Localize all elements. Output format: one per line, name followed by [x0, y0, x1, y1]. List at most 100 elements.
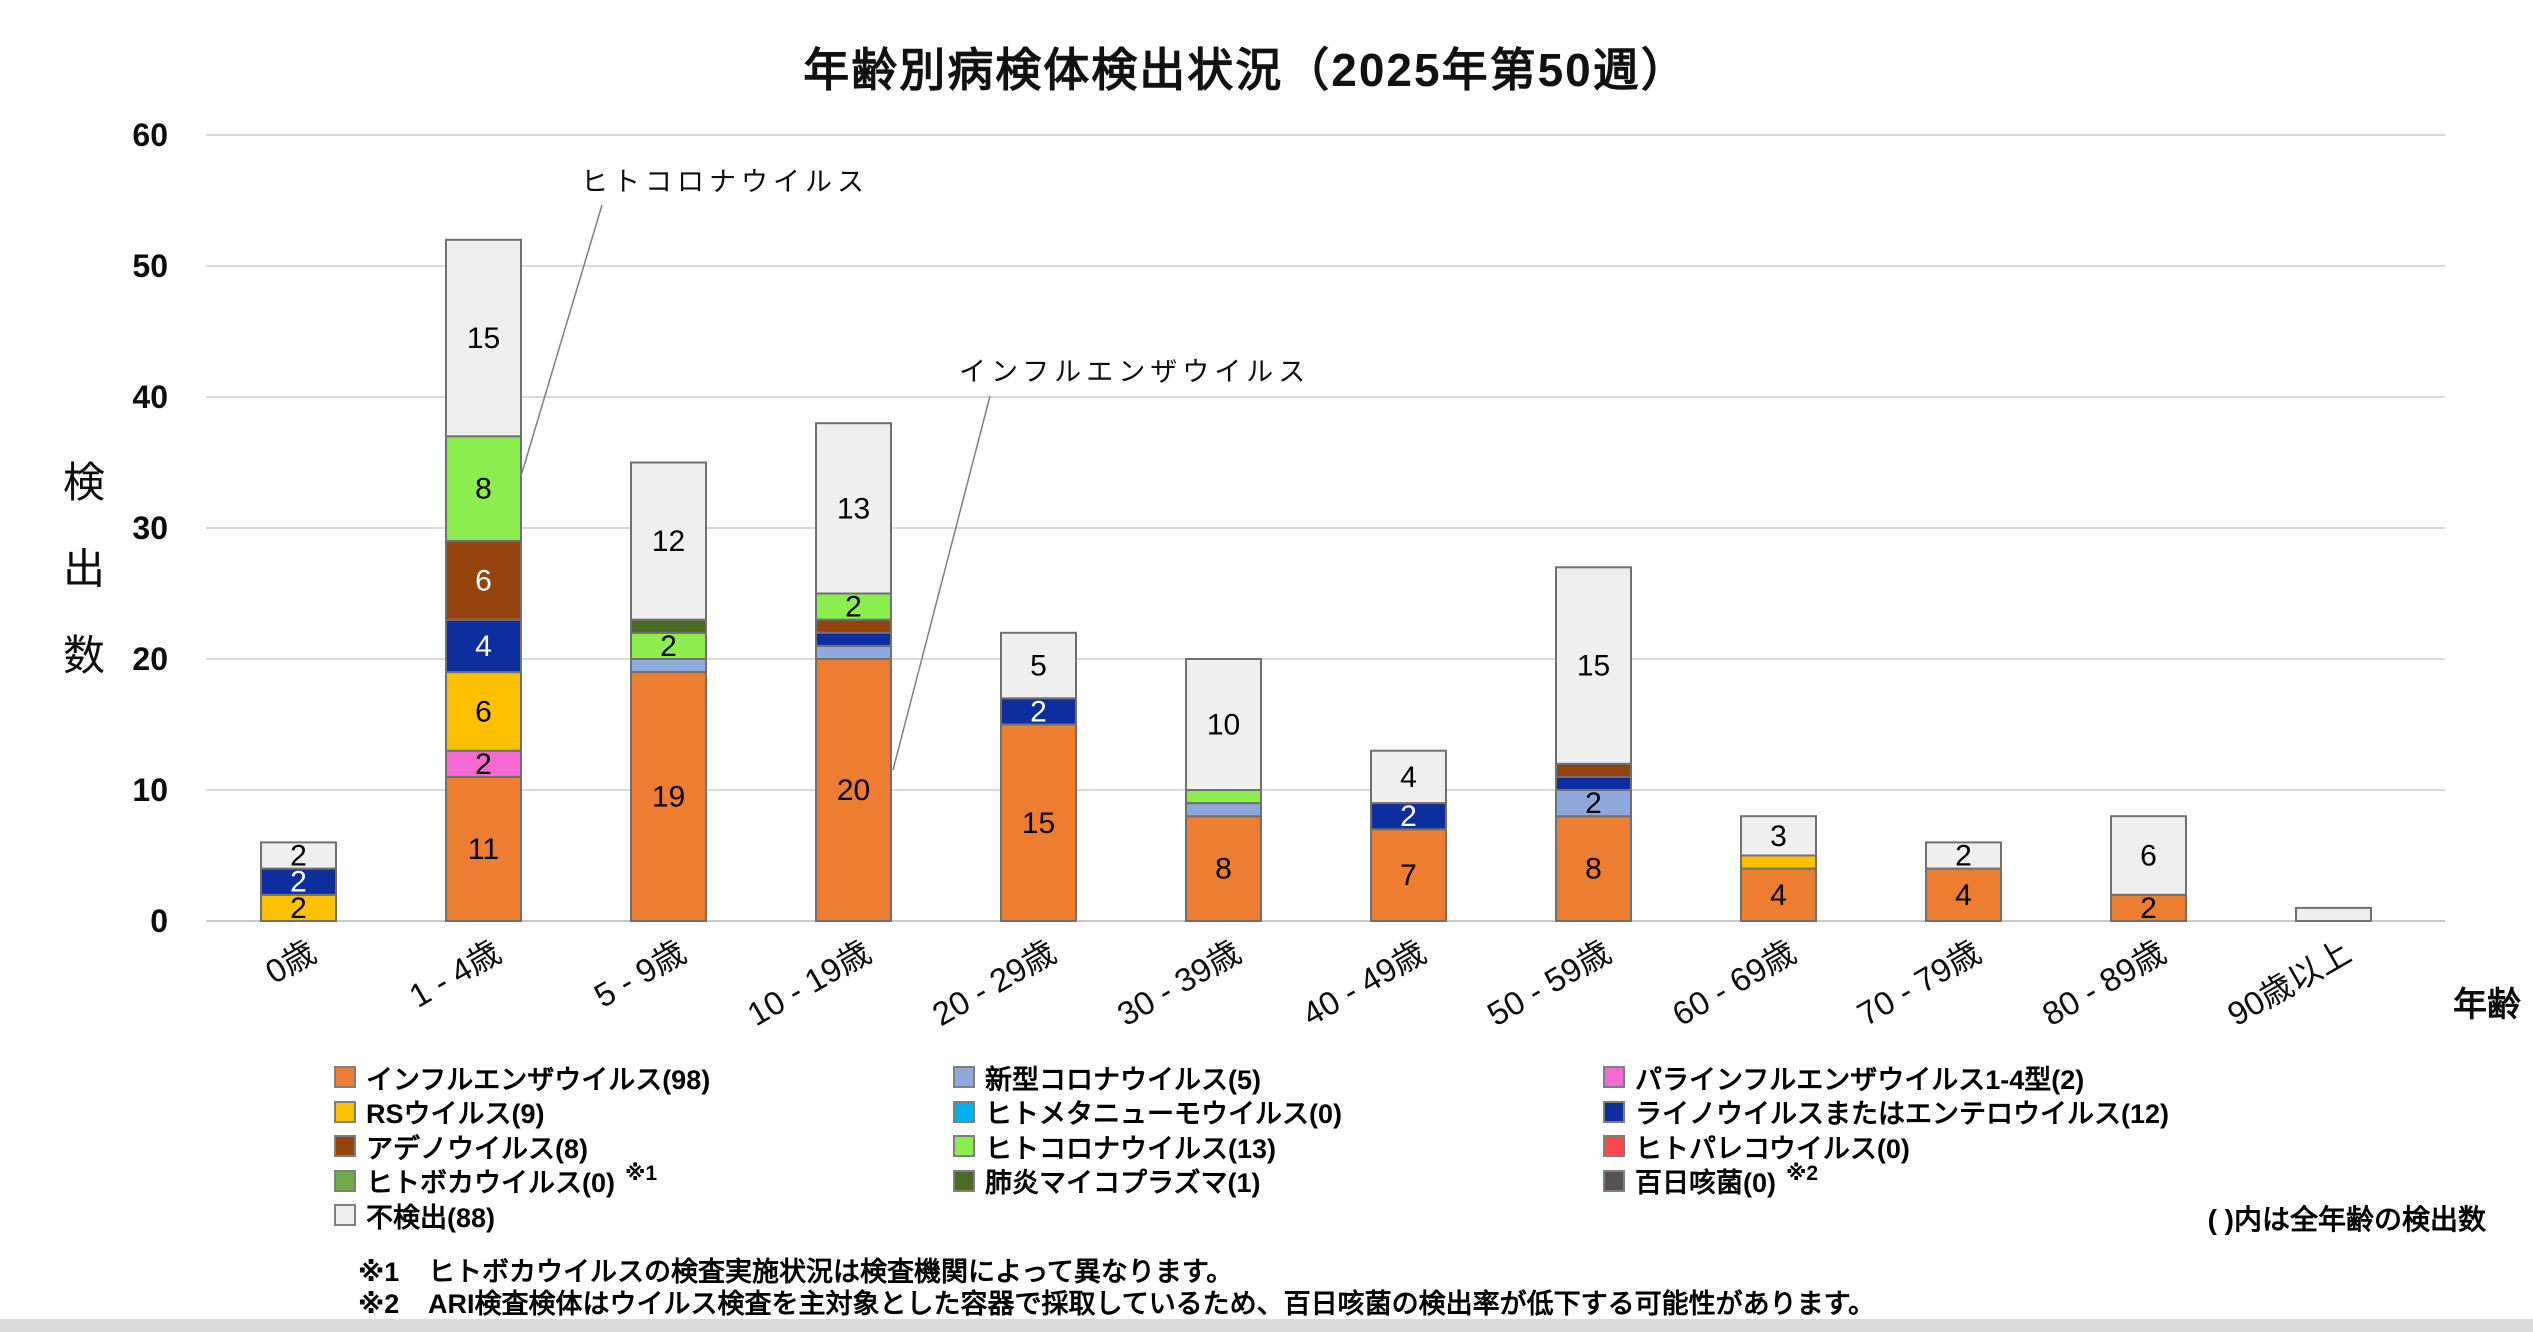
legend-item: 百日咳菌(0) ※2 [1603, 1162, 2169, 1198]
bar-segment-label: 2 [290, 866, 307, 899]
annotation-line [520, 204, 603, 477]
bar-segment-label: 15 [467, 322, 500, 355]
annotation-label: ヒトコロナウイルス [581, 167, 869, 197]
bar-segment-label: 2 [475, 748, 492, 781]
legend-item: 不検出(88) [334, 1198, 710, 1233]
y-axis-tick-label: 0 [150, 903, 168, 939]
y-axis-tick-label: 50 [132, 248, 168, 284]
bar-segment [1555, 775, 1632, 792]
bar-segment [1000, 631, 1077, 700]
legend-item: ヒトパレコウイルス(0) [1603, 1129, 2169, 1164]
bar-segment-label: 12 [652, 525, 685, 558]
bar-segment-label: 2 [290, 840, 307, 873]
bar-segment-label: 13 [837, 492, 870, 525]
legend-swatch [953, 1169, 975, 1192]
bar-segment-label: 2 [1030, 695, 1047, 728]
legend-swatch [334, 1100, 356, 1123]
bar-segment-label: 8 [1585, 853, 1602, 886]
bar-segment [260, 867, 337, 896]
footnote-2: ※2 ARI検査検体はウイルス検査を主対象とした容器で採取しているため、百日咳菌… [358, 1288, 1875, 1320]
legend-swatch [334, 1135, 356, 1158]
x-axis-category-label: 20 - 29歳 [926, 933, 1062, 1033]
legend-label: パラインフルエンザウイルス1-4型(2) [1635, 1064, 2085, 1095]
legend-swatch [334, 1204, 356, 1227]
bar-segment-label: 2 [290, 892, 307, 925]
bar-segment [1000, 723, 1077, 922]
x-axis-category-label: 5 - 9歳 [588, 933, 692, 1015]
bar-segment [630, 631, 707, 660]
footnote-2-text: ARI検査検体はウイルス検査を主対象とした容器で採取しているため、百日咳菌の検出… [428, 1289, 1875, 1319]
bar-segment-label: 15 [1577, 650, 1610, 683]
x-axis-category-label: 0歳 [259, 933, 322, 991]
x-axis-category-label: 90歳以上 [2221, 933, 2357, 1033]
y-axis-title-char: 数 [63, 632, 105, 679]
legend-label: 新型コロナウイルス(5) [985, 1064, 1261, 1095]
legend-swatch [1603, 1066, 1625, 1089]
legend-item: 新型コロナウイルス(5) [953, 1060, 1342, 1095]
footnote-1-marker: ※1 [358, 1257, 400, 1287]
legend-item: アデノウイルス(8) [334, 1129, 710, 1164]
x-axis-category-label: 60 - 69歳 [1666, 933, 1802, 1033]
legend-label: RSウイルス(9) [366, 1099, 545, 1130]
bar-segment-label: 19 [652, 781, 685, 814]
y-axis-tick-label: 60 [132, 117, 168, 153]
bar-segment-label: 2 [660, 630, 677, 663]
y-axis-tick-label: 20 [132, 641, 168, 677]
bar-segment-label: 2 [1400, 800, 1417, 833]
x-axis-category-label: 70 - 79歳 [1851, 933, 1987, 1033]
bar-segment [1555, 762, 1632, 778]
bar-segment-label: 4 [1400, 761, 1417, 794]
x-axis-category-label: 1 - 4歳 [403, 933, 507, 1015]
bar-segment [2295, 906, 2372, 923]
legend-swatch [1603, 1100, 1625, 1123]
bar-segment [2110, 815, 2187, 896]
bar-segment [445, 435, 522, 543]
bar-segment [630, 618, 707, 634]
bar-segment-label: 4 [1770, 879, 1787, 912]
legend-item: パラインフルエンザウイルス1-4型(2) [1603, 1060, 2169, 1095]
bar-segment-label: 6 [475, 564, 492, 597]
annotation-line [892, 395, 991, 771]
bar-segment-label: 2 [2140, 892, 2157, 925]
legend-swatch [953, 1135, 975, 1158]
legend-label: ヒトボカウイルス(0) [366, 1168, 615, 1199]
legend-label: ライノウイルスまたはエンテロウイルス(12) [1635, 1099, 2170, 1130]
legend-label: 不検出(88) [366, 1202, 496, 1233]
x-axis-category-label: 80 - 89歳 [2036, 933, 2172, 1033]
bar-segment [1000, 697, 1077, 726]
bar-segment [1185, 802, 1262, 818]
bar-segment-label: 10 [1207, 709, 1240, 742]
y-axis-title-char: 検 [63, 459, 105, 506]
y-axis-tick-label: 40 [132, 379, 168, 415]
annotation-label: インフルエンザウイルス [959, 357, 1310, 387]
bar-segment-label: 7 [1400, 859, 1417, 892]
bar-segment [1740, 815, 1817, 857]
bar-segment [1740, 867, 1817, 922]
bar-segment [1555, 815, 1632, 923]
x-axis-category-label: 40 - 49歳 [1296, 933, 1432, 1033]
bar-segment [1185, 815, 1262, 923]
legend-item: インフルエンザウイルス(98) [334, 1060, 710, 1095]
legend-column-1: インフルエンザウイルス(98) RSウイルス(9) アデノウイルス(8) ヒトボカウイ… [334, 1060, 710, 1233]
legend-swatch [953, 1066, 975, 1089]
legend-label: ヒトメタニューモウイルス(0) [985, 1099, 1342, 1130]
bar-segment [1740, 854, 1817, 870]
bar-segment-label: 2 [845, 591, 862, 624]
bar-segment-label: 8 [1215, 853, 1232, 886]
bar-segment-label: 2 [1955, 840, 1972, 873]
bar-segment [260, 841, 337, 870]
footnote-1-text: ヒトボカウイルスの検査実施状況は検査機関によって異なります。 [428, 1257, 1234, 1287]
bar-segment [815, 644, 892, 661]
x-axis-category-label: 30 - 39歳 [1111, 933, 1247, 1033]
bar-segment-label: 2 [1585, 787, 1602, 820]
bar-segment [1370, 749, 1447, 805]
bar-segment [1925, 867, 2002, 922]
bar-segment-label: 20 [837, 774, 870, 807]
legend-column-2: 新型コロナウイルス(5) ヒトメタニューモウイルス(0) ヒトコロナウイルス(13)… [953, 1060, 1342, 1198]
chart-title: 年齢別病検体検出状況（2025年第50週） [803, 44, 1689, 96]
bar-segment [815, 658, 892, 922]
legend-label: ヒトコロナウイルス(13) [985, 1133, 1277, 1164]
bar-segment [1370, 828, 1447, 922]
